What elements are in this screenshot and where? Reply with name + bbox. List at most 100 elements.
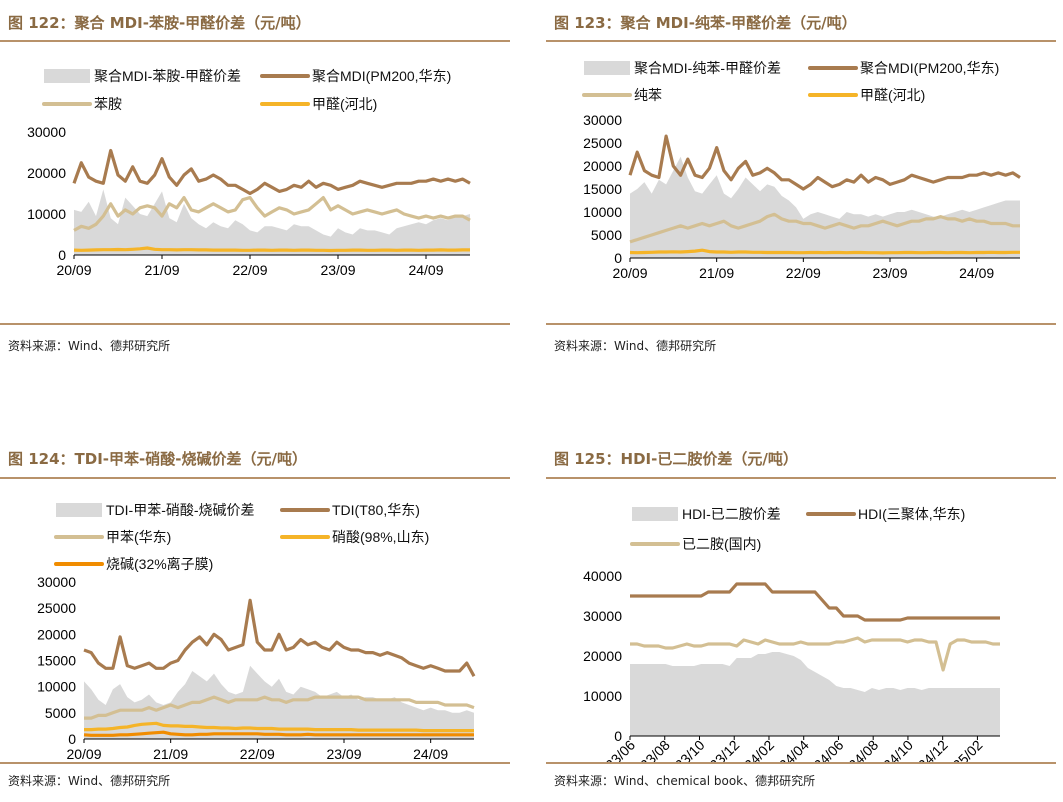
panel-title: 图 125：HDI-已二胺价差（元/吨） [554, 450, 798, 468]
legend-swatch [584, 61, 630, 75]
series-area-spread [630, 652, 1000, 736]
x-tick-label: 24/09 [959, 265, 994, 281]
title-rule [546, 40, 1056, 42]
x-axis: 20/09 21/09 22/09 23/09 24/09 [66, 738, 474, 762]
source-rule [0, 762, 510, 764]
y-tick-label: 30000 [27, 124, 66, 140]
title-rule [0, 477, 510, 479]
x-tick-label: 20/09 [612, 265, 647, 281]
series-line-2 [630, 636, 1000, 672]
source-note: 资料来源：Wind、德邦研究所 [8, 774, 171, 788]
series-line-3 [73, 246, 470, 253]
series-area-spread [84, 665, 474, 739]
legend-item: 硝酸(98%,山东) [280, 529, 429, 545]
x-tick-label: 22/09 [232, 262, 267, 278]
legend: 聚合MDI-苯胺-甲醛价差 聚合MDI(PM200,华东) 苯胺 甲醛(河北) [42, 68, 451, 112]
y-tick-label: 20000 [27, 165, 66, 181]
y-tick-label: 30000 [583, 608, 622, 624]
y-tick-label: 10000 [583, 204, 622, 220]
series-line-3 [629, 248, 1020, 255]
y-tick-label: 0 [68, 731, 76, 747]
legend-swatch [44, 69, 90, 83]
legend-item: HDI(三聚体,华东) [806, 506, 965, 522]
y-axis: 40000 30000 20000 10000 0 [583, 568, 622, 744]
series-line-2 [73, 196, 471, 232]
legend-item: 聚合MDI(PM200,华东) [808, 60, 999, 76]
x-tick-label: 25/02 [949, 737, 985, 764]
panel-title: 图 123：聚合 MDI-纯苯-甲醛价差（元/吨） [554, 14, 857, 32]
source-note: 资料来源：Wind、chemical book、德邦研究所 [554, 774, 816, 788]
panel-fig124: 图 124：TDI-甲苯-硝酸-烧碱价差（元/吨） TDI-甲苯-硝酸-烧碱价差… [0, 436, 510, 802]
chart-mdi-aniline-spread: 聚合MDI-苯胺-甲醛价差 聚合MDI(PM200,华东) 苯胺 甲醛(河北) 3000… [27, 68, 471, 278]
legend-label: 聚合MDI-苯胺-甲醛价差 [94, 68, 241, 84]
x-tick-label: 23/09 [320, 262, 355, 278]
legend-swatch [632, 507, 678, 521]
y-tick-label: 40000 [583, 568, 622, 584]
x-tick-label: 22/09 [240, 746, 275, 762]
chart-mdi-benzene-spread: 聚合MDI-纯苯-甲醛价差 聚合MDI(PM200,华东) 纯苯 甲醛(河北) 3000… [582, 60, 1021, 281]
panel-title: 图 124：TDI-甲苯-硝酸-烧碱价差（元/吨） [8, 450, 307, 468]
y-tick-label: 15000 [583, 181, 622, 197]
legend-label: 纯苯 [634, 87, 662, 103]
panel-fig125: 图 125：HDI-已二胺价差（元/吨） HDI-已二胺价差 HDI(三聚体,华东… [546, 436, 1056, 802]
source-rule [0, 323, 510, 325]
x-tick-label: 23/09 [872, 265, 907, 281]
legend-item: HDI-已二胺价差 [632, 506, 781, 522]
legend-item: 甲苯(华东) [54, 529, 171, 545]
x-tick-label: 24/09 [413, 746, 448, 762]
x-tick-label: 24/02 [741, 737, 777, 764]
legend-item: 烧碱(32%离子膜) [54, 556, 213, 572]
legend-label: TDI(T80,华东) [332, 502, 420, 518]
legend: 聚合MDI-纯苯-甲醛价差 聚合MDI(PM200,华东) 纯苯 甲醛(河北) [582, 60, 999, 103]
series-line-2 [84, 695, 475, 720]
y-tick-label: 0 [58, 247, 66, 263]
series-line-1 [83, 598, 476, 677]
legend-item: 苯胺 [42, 96, 122, 112]
y-tick-label: 25000 [583, 135, 622, 151]
legend-item: 甲醛(河北) [260, 96, 377, 112]
x-tick-label: 24/06 [810, 737, 846, 764]
legend-label: 聚合MDI(PM200,华东) [312, 68, 451, 84]
x-axis: 20/09 21/09 22/09 23/09 24/09 [56, 254, 470, 278]
y-tick-label: 20000 [583, 648, 622, 664]
legend-label: 聚合MDI-纯苯-甲醛价差 [634, 60, 781, 76]
source-note: 资料来源：Wind、德邦研究所 [554, 339, 717, 353]
legend-label: HDI-已二胺价差 [682, 506, 781, 522]
source-rule [546, 323, 1056, 325]
legend-label: 甲醛(河北) [312, 96, 377, 112]
y-tick-label: 20000 [583, 158, 622, 174]
legend-label: TDI-甲苯-硝酸-烧碱价差 [106, 502, 255, 518]
source-rule [546, 762, 1056, 764]
legend-label: 甲苯(华东) [106, 529, 171, 545]
x-tick-label: 20/09 [66, 746, 101, 762]
title-rule [0, 40, 510, 42]
legend-item: 已二胺(国内) [630, 536, 761, 552]
legend-label: 已二胺(国内) [682, 536, 761, 552]
x-tick-label: 21/09 [699, 265, 734, 281]
panel-fig122: 图 122：聚合 MDI-苯胺-甲醛价差（元/吨） 聚合MDI-苯胺-甲醛价差聚… [0, 0, 510, 370]
series-line-1 [630, 582, 1000, 622]
y-tick-label: 5000 [591, 227, 622, 243]
legend-item: 纯苯 [582, 87, 662, 103]
legend-item: TDI(T80,华东) [280, 502, 420, 518]
title-rule [546, 477, 1056, 479]
series-area-spread [630, 156, 1020, 258]
y-tick-label: 10000 [27, 206, 66, 222]
y-axis: 30000 25000 20000 15000 10000 5000 0 [37, 574, 76, 747]
x-tick-label: 24/12 [915, 737, 951, 764]
x-tick-label: 24/08 [845, 737, 881, 764]
x-tick-label: 24/09 [408, 262, 443, 278]
y-tick-label: 30000 [37, 574, 76, 590]
legend-item: 甲醛(河北) [808, 87, 925, 103]
panel-fig123: 图 123：聚合 MDI-纯苯-甲醛价差（元/吨） 聚合MDI-纯苯-甲醛价差聚… [546, 0, 1056, 370]
x-tick-label: 24/04 [776, 737, 812, 764]
legend-swatch [56, 503, 102, 517]
source-note: 资料来源：Wind、德邦研究所 [8, 339, 171, 353]
legend-item: 聚合MDI-纯苯-甲醛价差 [584, 60, 781, 76]
y-tick-label: 0 [614, 728, 622, 744]
x-axis: 23/0623/0823/1023/1224/0224/0424/0624/08… [602, 735, 1000, 764]
legend-item: TDI-甲苯-硝酸-烧碱价差 [56, 502, 255, 518]
panel-title: 图 122：聚合 MDI-苯胺-甲醛价差（元/吨） [8, 14, 311, 32]
y-tick-label: 5000 [45, 705, 76, 721]
x-tick-label: 23/10 [672, 737, 708, 764]
